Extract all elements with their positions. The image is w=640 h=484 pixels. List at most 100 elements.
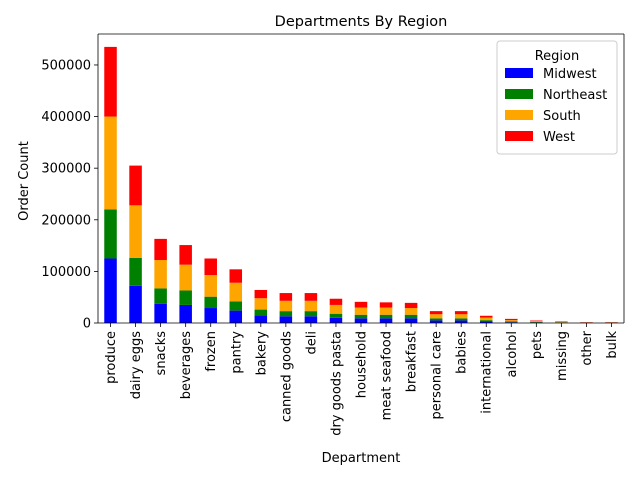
bar-segment-northeast-14 bbox=[455, 318, 468, 320]
bar-segment-northeast-16 bbox=[505, 321, 518, 322]
bar-segment-midwest-9 bbox=[330, 318, 343, 323]
bar-segment-south-11 bbox=[380, 308, 393, 315]
bar-segment-northeast-11 bbox=[380, 315, 393, 319]
bar-segment-midwest-1 bbox=[129, 286, 142, 323]
bar-segment-midwest-4 bbox=[204, 308, 217, 323]
bar-segment-northeast-4 bbox=[204, 297, 217, 308]
chart-title: Departments By Region bbox=[275, 14, 448, 30]
x-tick-label-4: frozen bbox=[204, 331, 219, 372]
bar-segment-northeast-9 bbox=[330, 314, 343, 318]
bar-segment-northeast-0 bbox=[104, 209, 117, 258]
x-tick-label-15: international bbox=[480, 331, 495, 414]
bar-segment-south-10 bbox=[355, 308, 368, 315]
bar-segment-midwest-6 bbox=[255, 315, 268, 323]
x-tick-label-8: deli bbox=[304, 331, 319, 354]
x-tick-label-9: dry goods pasta bbox=[329, 331, 344, 436]
legend-title: Region bbox=[535, 49, 580, 64]
bar-segment-midwest-2 bbox=[154, 304, 167, 323]
bar-segment-northeast-8 bbox=[305, 311, 318, 316]
y-tick-label-5: 500000 bbox=[41, 58, 91, 73]
bar-segment-west-17 bbox=[530, 321, 543, 322]
x-tick-label-0: produce bbox=[104, 331, 119, 384]
bar-segment-west-9 bbox=[330, 299, 343, 305]
bar-segment-south-0 bbox=[104, 117, 117, 210]
x-axis: produce dairy eggs snacks beverages frozen pa… bbox=[98, 323, 624, 436]
bar-segment-west-0 bbox=[104, 47, 117, 117]
legend-swatch-northeast bbox=[505, 89, 533, 99]
bar-segment-south-1 bbox=[129, 205, 142, 258]
legend-swatch-west bbox=[505, 131, 533, 141]
bar-segment-west-12 bbox=[405, 303, 418, 308]
bar-segment-west-5 bbox=[230, 269, 243, 282]
bar-segment-northeast-3 bbox=[179, 290, 192, 304]
bar-segment-south-3 bbox=[179, 265, 192, 291]
legend-swatch-midwest bbox=[505, 68, 533, 78]
bar-segment-west-3 bbox=[179, 245, 192, 265]
bar-segment-northeast-1 bbox=[129, 258, 142, 286]
x-tick-label-1: dairy eggs bbox=[129, 331, 144, 400]
bar-segment-west-15 bbox=[480, 316, 493, 318]
bar-segment-west-10 bbox=[355, 302, 368, 308]
legend-label-midwest: Midwest bbox=[543, 67, 597, 82]
bar-segment-west-6 bbox=[255, 290, 268, 298]
bar-segment-south-9 bbox=[330, 305, 343, 314]
bar-segment-northeast-7 bbox=[280, 311, 293, 316]
x-tick-label-19: other bbox=[580, 330, 595, 365]
bar-segment-midwest-0 bbox=[104, 258, 117, 323]
legend-label-south: South bbox=[543, 109, 581, 124]
bar-segment-midwest-8 bbox=[305, 316, 318, 323]
x-tick-label-5: pantry bbox=[229, 331, 244, 374]
x-tick-label-3: beverages bbox=[179, 331, 194, 400]
x-tick-label-6: bakery bbox=[254, 331, 269, 376]
x-tick-label-13: personal care bbox=[430, 331, 445, 419]
bar-segment-west-13 bbox=[430, 311, 443, 314]
legend-swatch-south bbox=[505, 110, 533, 120]
legend-label-northeast: Northeast bbox=[543, 88, 607, 103]
bar-segment-midwest-11 bbox=[380, 318, 393, 323]
bar-segment-south-5 bbox=[230, 283, 243, 302]
bar-segment-northeast-5 bbox=[230, 301, 243, 310]
bar-segment-midwest-10 bbox=[355, 318, 368, 323]
x-tick-label-17: pets bbox=[530, 331, 545, 359]
bar-segment-south-15 bbox=[480, 318, 493, 321]
x-tick-label-14: babies bbox=[455, 331, 470, 374]
bar-segment-south-8 bbox=[305, 301, 318, 311]
bar-segment-west-14 bbox=[455, 311, 468, 314]
bar-segment-west-2 bbox=[154, 239, 167, 260]
x-tick-label-12: breakfast bbox=[405, 331, 420, 392]
bar-segment-south-7 bbox=[280, 301, 293, 311]
bar-segment-south-18 bbox=[555, 322, 568, 323]
bar-segment-northeast-2 bbox=[154, 288, 167, 303]
bar-segment-midwest-5 bbox=[230, 311, 243, 323]
bar-segment-west-8 bbox=[305, 293, 318, 301]
bar-segment-northeast-10 bbox=[355, 315, 368, 319]
x-tick-label-2: snacks bbox=[154, 331, 169, 376]
y-tick-label-1: 100000 bbox=[41, 265, 91, 280]
bar-segment-midwest-12 bbox=[405, 318, 418, 323]
bar-segment-west-7 bbox=[280, 293, 293, 301]
bar-segment-south-2 bbox=[154, 260, 167, 288]
y-tick-label-3: 300000 bbox=[41, 162, 91, 177]
bar-segment-south-13 bbox=[430, 314, 443, 318]
x-tick-label-16: alcohol bbox=[505, 331, 520, 377]
bar-segment-south-12 bbox=[405, 308, 418, 315]
x-tick-label-10: household bbox=[355, 331, 370, 398]
y-tick-label-0: 0 bbox=[83, 317, 91, 332]
bar-segment-south-14 bbox=[455, 314, 468, 318]
x-tick-label-11: meat seafood bbox=[380, 331, 395, 420]
bar-segment-midwest-7 bbox=[280, 316, 293, 323]
bar-segment-west-16 bbox=[505, 319, 518, 320]
bar-segment-northeast-6 bbox=[255, 310, 268, 316]
bar-segment-west-11 bbox=[380, 302, 393, 307]
x-tick-label-20: bulk bbox=[605, 331, 620, 359]
y-axis-label: Order Count bbox=[17, 141, 32, 221]
bar-segment-west-4 bbox=[204, 258, 217, 275]
bar-segment-south-16 bbox=[505, 320, 518, 321]
x-axis-label: Department bbox=[322, 451, 401, 466]
bar-segment-south-4 bbox=[204, 275, 217, 297]
y-tick-label-4: 400000 bbox=[41, 110, 91, 125]
bar-segment-northeast-15 bbox=[480, 320, 493, 321]
